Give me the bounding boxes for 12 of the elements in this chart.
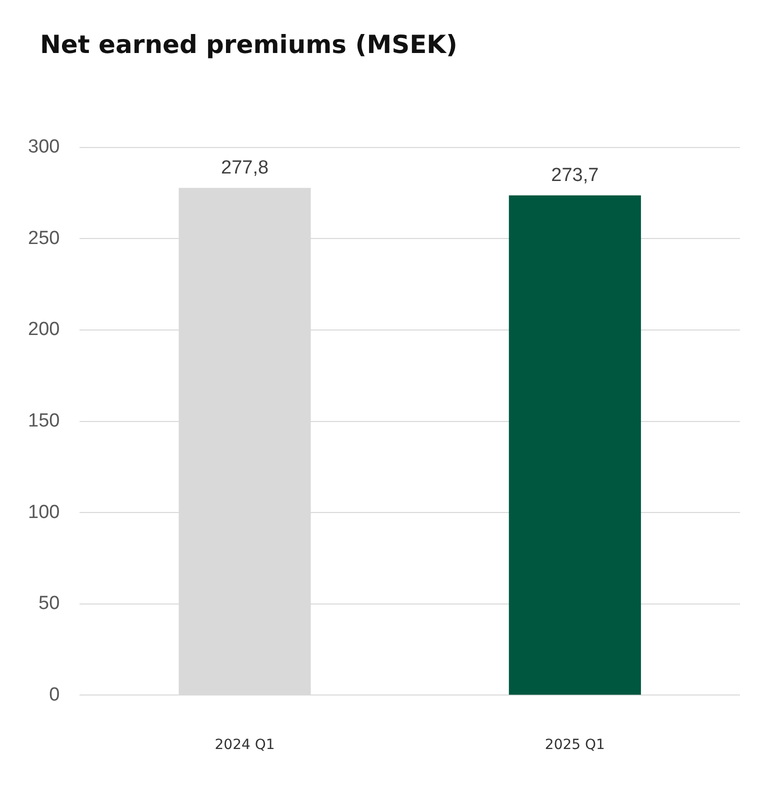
y-tick-label: 250 [28, 228, 60, 249]
y-tick-label: 0 [49, 684, 60, 706]
y-tick-label: 300 [28, 136, 60, 158]
data-label: 273,7 [551, 165, 599, 186]
x-tick-label: 2024 Q1 [214, 737, 275, 754]
y-tick-label: 100 [28, 502, 60, 523]
x-tick-label: 2025 Q1 [544, 737, 605, 754]
y-tick-label: 50 [38, 593, 60, 614]
chart-title: Net earned premiums (MSEK) [39, 29, 458, 61]
y-tick-label: 200 [28, 319, 60, 340]
y-tick-label: 150 [28, 410, 60, 432]
data-label: 277,8 [221, 158, 269, 179]
